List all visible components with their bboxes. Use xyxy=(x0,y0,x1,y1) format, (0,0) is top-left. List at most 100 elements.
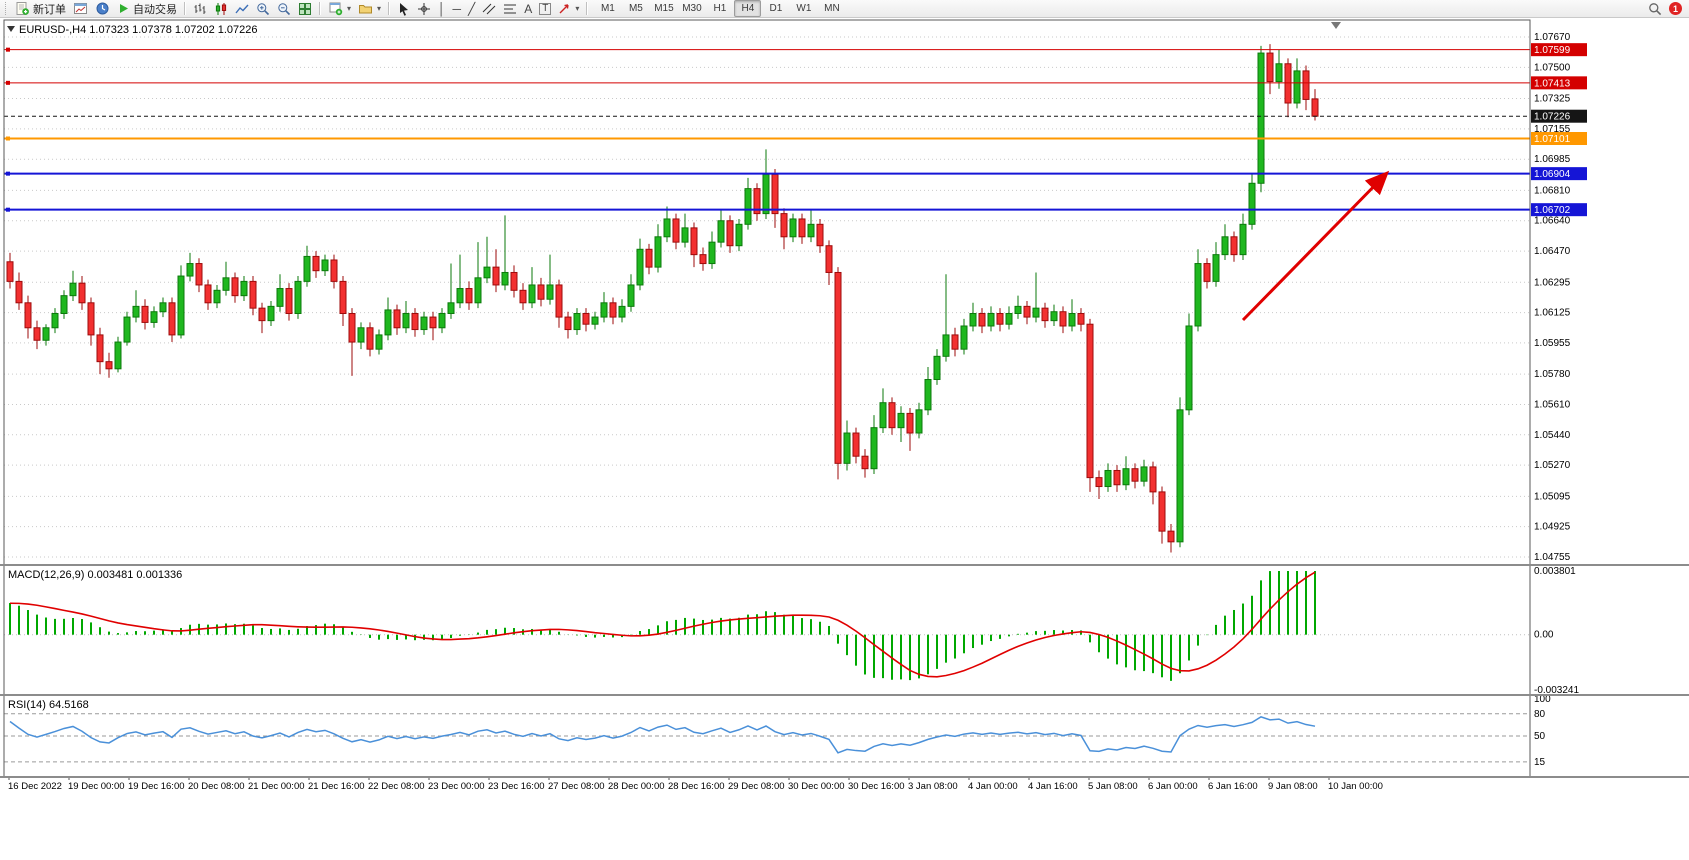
candle xyxy=(429,311,437,341)
candle xyxy=(843,420,851,471)
timeframe-m30[interactable]: M30 xyxy=(682,3,702,14)
rsi-axis-tick: 100 xyxy=(1534,694,1551,705)
price-tick-label: 1.06470 xyxy=(1534,246,1571,257)
horizontal-line-tool-button[interactable]: ─ xyxy=(450,1,465,17)
timeframe-d1[interactable]: D1 xyxy=(769,3,783,14)
bar-chart-type-icon xyxy=(194,3,206,14)
market-watch-button[interactable] xyxy=(92,1,113,17)
candle xyxy=(627,274,635,312)
candle xyxy=(357,322,365,350)
candle xyxy=(348,308,356,376)
timeframe-w1[interactable]: W1 xyxy=(796,3,812,14)
candle xyxy=(483,236,491,284)
candle xyxy=(636,238,644,291)
line-handle[interactable] xyxy=(6,80,10,85)
price-line-badge-label: 1.07226 xyxy=(1534,112,1571,123)
chart-shift-marker[interactable] xyxy=(1331,22,1341,29)
toolbar-right-group: 1 xyxy=(1645,1,1686,17)
timeframe-m15[interactable]: M15 xyxy=(654,3,674,14)
timeframe-mn[interactable]: MN xyxy=(824,3,840,14)
candle xyxy=(1095,470,1103,500)
candle xyxy=(1275,49,1283,89)
arrows-tool-button[interactable]: ▾ xyxy=(555,1,582,17)
arrow-object[interactable] xyxy=(1241,170,1390,322)
candle xyxy=(519,283,527,310)
crosshair-tool-button[interactable] xyxy=(414,1,434,17)
candle xyxy=(1077,308,1085,332)
charts-window-button[interactable] xyxy=(70,1,91,17)
price-tick-label: 1.06985 xyxy=(1534,154,1571,165)
timeframe-h4[interactable]: H4 xyxy=(734,0,762,17)
hlines xyxy=(4,47,1530,212)
line-chart-type-icon xyxy=(235,4,249,13)
timeframe-m1[interactable]: M1 xyxy=(600,3,615,14)
trend-arrow xyxy=(1241,170,1390,322)
bar-chart-type-button[interactable] xyxy=(190,1,210,17)
candle xyxy=(150,306,158,328)
search-button[interactable] xyxy=(1645,1,1665,17)
channel-tool-button[interactable] xyxy=(479,1,499,17)
candle xyxy=(780,208,788,250)
candle xyxy=(1086,318,1094,492)
time-axis[interactable]: 16 Dec 2022 19 Dec 00:00 19 Dec 16:00 20 De… xyxy=(8,777,1383,792)
price-line-badge-label: 1.06904 xyxy=(1534,169,1571,180)
line-handle[interactable] xyxy=(6,207,10,212)
zoom-out-icon xyxy=(278,2,291,15)
text-tool-button[interactable]: A xyxy=(521,1,535,17)
price-line-badge xyxy=(1531,203,1587,217)
vertical-line-tool-button[interactable]: │ xyxy=(435,1,449,17)
time-axis-label: 19 Dec 00:00 xyxy=(68,781,125,792)
candle xyxy=(6,252,14,289)
candle xyxy=(618,299,626,323)
zoom-in-button[interactable] xyxy=(253,1,273,17)
candle xyxy=(753,183,761,221)
chart-profiles-button[interactable]: ▾ xyxy=(355,1,384,17)
label-tool-button[interactable]: T xyxy=(536,1,554,17)
candle xyxy=(1203,258,1211,289)
zoom-out-button[interactable] xyxy=(274,1,294,17)
candle xyxy=(1023,301,1031,325)
new-chart-button[interactable]: ▾ xyxy=(325,1,354,17)
candle xyxy=(1059,306,1067,334)
candle xyxy=(24,295,32,339)
chart-profiles-icon xyxy=(359,5,373,14)
candle xyxy=(933,349,941,385)
price-line-badge xyxy=(1531,109,1587,123)
candle xyxy=(195,258,203,293)
candle xyxy=(375,329,383,355)
candle xyxy=(222,261,230,296)
trendline-tool-button[interactable]: ╱ xyxy=(465,1,478,17)
candle xyxy=(159,297,167,318)
chart-menu-icon[interactable] xyxy=(7,26,15,32)
timeframe-h1[interactable]: H1 xyxy=(713,3,727,14)
notification-badge[interactable]: 1 xyxy=(1669,2,1682,15)
cursor-tool-button[interactable] xyxy=(394,1,413,17)
candle-chart-type-button[interactable] xyxy=(211,1,231,17)
time-axis-label: 9 Jan 08:00 xyxy=(1268,781,1318,792)
candle xyxy=(294,276,302,319)
toolbar-grip[interactable] xyxy=(5,2,9,15)
candle xyxy=(798,213,806,244)
candle xyxy=(825,240,833,285)
time-axis-label: 21 Dec 00:00 xyxy=(248,781,305,792)
candle xyxy=(1302,65,1310,111)
line-handle[interactable] xyxy=(6,136,10,141)
fibonacci-tool-button[interactable] xyxy=(500,1,520,17)
channel-icon xyxy=(482,3,496,14)
chevron-down-icon: ▾ xyxy=(575,4,580,13)
candle xyxy=(960,318,968,355)
time-axis-label: 19 Dec 16:00 xyxy=(128,781,185,792)
candle xyxy=(861,449,869,478)
auto-trading-button[interactable]: 自动交易 xyxy=(114,1,180,17)
timeframe-group: M1 M5 M15 M30 H1 H4 D1 W1 MN xyxy=(594,0,845,17)
chart-area[interactable]: 1.07670 1.07500 1.07325 1.07155 1.06985 1.068… xyxy=(0,18,1689,860)
candle xyxy=(69,270,77,302)
timeframe-m5[interactable]: M5 xyxy=(628,3,643,14)
line-handle[interactable] xyxy=(6,47,10,52)
new-order-button[interactable]: 新订单 xyxy=(12,1,69,17)
line-handle[interactable] xyxy=(6,171,10,176)
line-chart-type-button[interactable] xyxy=(232,1,252,17)
price-axis[interactable]: 1.07670 1.07500 1.07325 1.07155 1.06985 1.068… xyxy=(1531,32,1587,563)
candle xyxy=(744,177,752,230)
tile-windows-button[interactable] xyxy=(295,1,315,17)
